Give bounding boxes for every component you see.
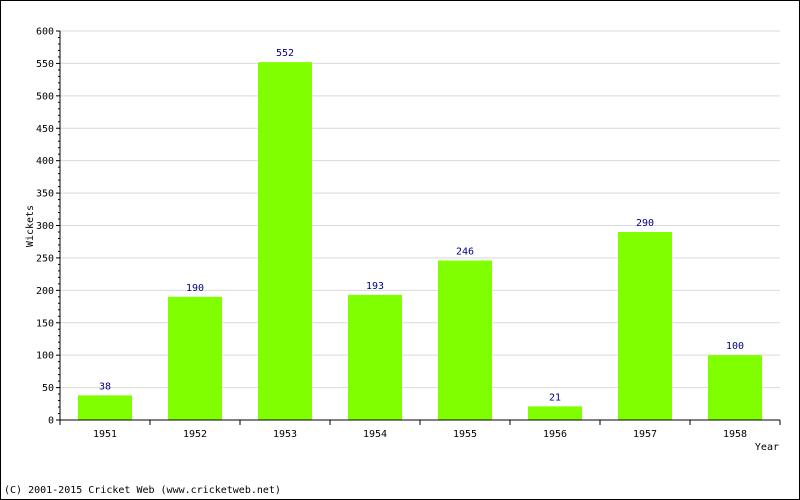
x-tick-label: 1953 [273, 429, 297, 440]
y-tick-label: 200 [36, 286, 54, 297]
data-label: 38 [99, 381, 111, 392]
x-tick-label: 1952 [183, 429, 207, 440]
x-tick-label: 1955 [453, 429, 477, 440]
axes [56, 30, 781, 425]
bar-1958 [708, 355, 762, 420]
data-label: 100 [726, 341, 744, 352]
labels: 0 50 100 150 200 250 300 350 400 450 500 550 600 38 19… [36, 27, 747, 441]
data-label: 193 [366, 281, 384, 292]
y-tick-label: 100 [36, 351, 54, 362]
y-axis-title: Wickets [25, 205, 36, 247]
x-axis-title: Year [755, 442, 779, 453]
y-tick-label: 500 [36, 91, 54, 102]
y-tick-label: 300 [36, 221, 54, 232]
y-tick-label: 450 [36, 124, 54, 135]
bar-1956 [528, 406, 582, 420]
x-tick-label: 1951 [93, 429, 117, 440]
y-tick-label: 250 [36, 253, 54, 264]
data-label: 290 [636, 218, 654, 229]
bars [78, 62, 762, 421]
y-tick-label: 150 [36, 318, 54, 329]
bar-1953 [258, 62, 312, 421]
bar-1952 [168, 296, 222, 420]
y-tick-label: 0 [48, 416, 54, 427]
bar-1951 [78, 395, 132, 420]
x-tick-label: 1958 [723, 429, 747, 440]
bar-1957 [618, 231, 672, 420]
data-label: 190 [186, 283, 204, 294]
bar-1954 [348, 294, 402, 420]
y-tick-label: 600 [36, 27, 54, 38]
copyright-text: (C) 2001-2015 Cricket Web (www.cricketwe… [4, 485, 281, 496]
data-label: 21 [549, 392, 561, 403]
x-tick-label: 1954 [363, 429, 387, 440]
y-tick-label: 400 [36, 156, 54, 167]
y-tick-label: 50 [42, 383, 54, 394]
x-tick-label: 1956 [543, 429, 567, 440]
y-tick-label: 550 [36, 59, 54, 70]
x-tick-label: 1957 [633, 429, 657, 440]
data-label: 246 [456, 247, 474, 258]
y-tick-label: 350 [36, 189, 54, 200]
data-label: 552 [276, 48, 294, 59]
bar-1955 [438, 260, 492, 420]
